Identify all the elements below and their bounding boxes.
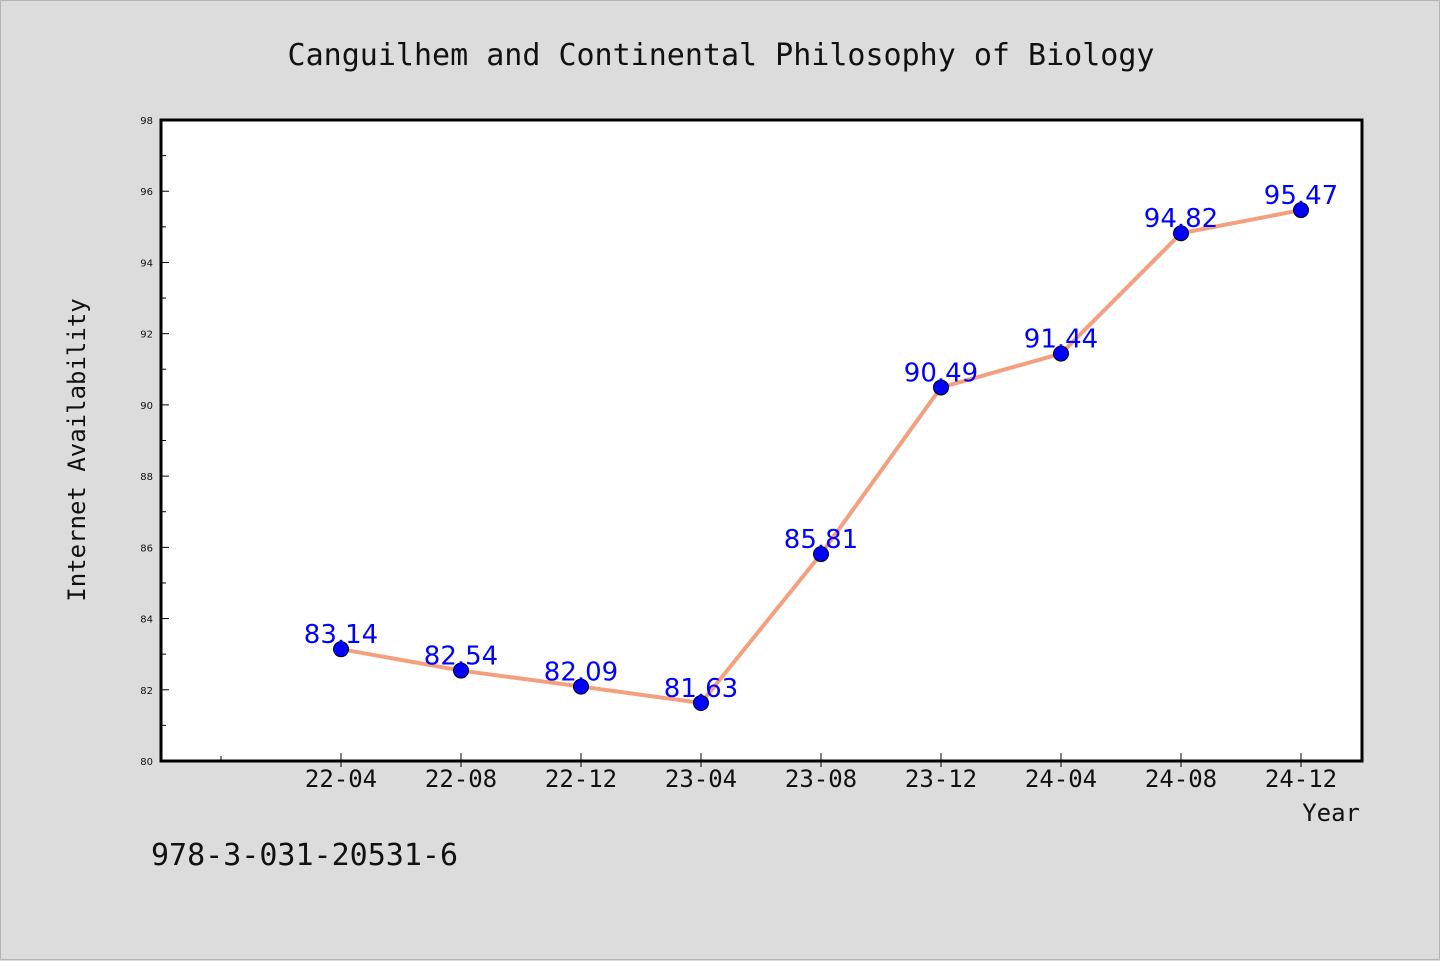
data-label: 85.81 (784, 525, 858, 555)
x-tick-label: 23-12 (905, 765, 977, 793)
data-point (573, 678, 589, 695)
x-tick-label: 23-08 (785, 765, 857, 793)
y-tick-label: 98 (140, 116, 153, 127)
x-tick-label: 23-04 (665, 765, 737, 793)
data-label: 82.54 (424, 642, 498, 672)
data-point (453, 662, 469, 679)
y-tick-label: 92 (140, 330, 153, 341)
x-tick-label: 22-08 (425, 765, 497, 793)
x-tick-label: 24-12 (1265, 765, 1337, 793)
data-label: 82.09 (544, 658, 618, 688)
y-tick-label: 84 (140, 615, 153, 626)
chart-title: Canguilhem and Continental Philosophy of… (288, 38, 1155, 73)
data-point (1293, 202, 1309, 219)
data-label: 83.14 (304, 620, 378, 650)
data-label: 94.82 (1144, 204, 1218, 234)
y-tick-label: 82 (140, 686, 153, 697)
y-tick-label: 94 (140, 258, 153, 269)
data-point (1053, 345, 1069, 362)
data-point (333, 641, 349, 658)
series-layer: 83.14 82.54 82.09 81.63 85.81 90.49 91.44 94.82… (304, 181, 1338, 711)
data-label: 81.63 (664, 674, 738, 704)
y-tick-label: 86 (140, 543, 153, 554)
isbn-text: 978-3-031-20531-6 (151, 838, 458, 873)
x-axis: 22-04 22-08 22-12 23-04 23-08 23-12 24-04 24-08… (220, 753, 1337, 793)
x-tick-label: 22-12 (545, 765, 617, 793)
y-tick-label: 88 (140, 472, 153, 483)
data-point (693, 694, 709, 711)
y-tick-label: 80 (140, 757, 153, 768)
y-axis-title: Internet Availability (63, 298, 91, 601)
data-label: 95.47 (1264, 181, 1338, 211)
data-label: 91.44 (1024, 325, 1098, 355)
data-point (1173, 225, 1189, 242)
data-point (813, 546, 829, 563)
x-tick-label: 22-04 (305, 765, 377, 793)
y-axis: 80 82 84 86 88 90 92 94 96 98 (140, 116, 169, 768)
x-tick-label: 24-08 (1145, 765, 1217, 793)
x-axis-title: Year (1302, 799, 1360, 827)
data-point (933, 379, 949, 396)
x-tick-label: 24-04 (1025, 765, 1097, 793)
y-tick-label: 96 (140, 187, 153, 198)
y-tick-label: 90 (140, 401, 153, 412)
data-label: 90.49 (904, 358, 978, 388)
